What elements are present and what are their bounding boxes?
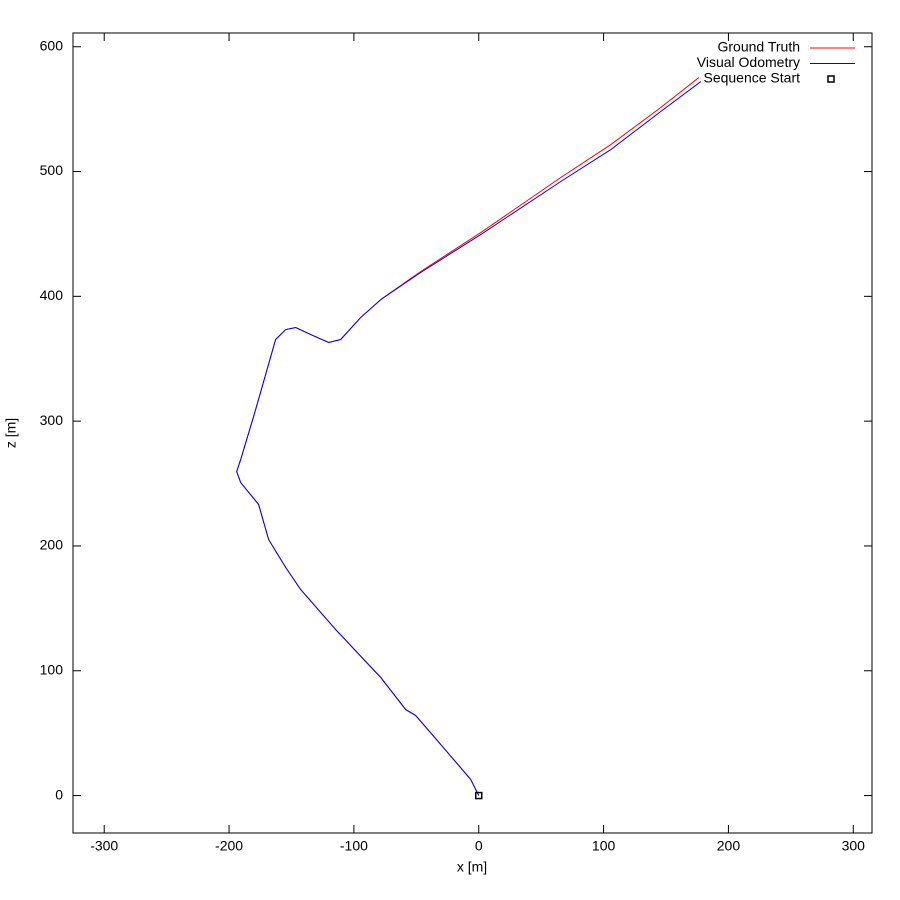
x-tick-label: 0 (475, 838, 483, 854)
x-tick-label: -300 (90, 838, 118, 854)
start-marker (474, 791, 483, 800)
x-tick-label: -100 (340, 838, 368, 854)
y-axis-label: z [m] (3, 418, 19, 448)
legend-swatch (827, 75, 835, 83)
y-tick-label: 0 (55, 786, 63, 802)
x-tick-label: -200 (215, 838, 243, 854)
x-tick-label: 300 (842, 838, 866, 854)
y-tick-label: 500 (40, 162, 64, 178)
plot-frame (72, 32, 873, 834)
y-tick-label: 400 (40, 287, 64, 303)
x-axis-label: x [m] (457, 859, 487, 875)
y-tick-label: 200 (40, 537, 64, 553)
trajectory-line (236, 77, 700, 796)
y-tick-label: 100 (40, 661, 64, 677)
legend-label: Ground Truth (718, 39, 801, 55)
legend-label: Visual Odometry (697, 54, 800, 70)
legend-label: Sequence Start (703, 70, 800, 86)
y-tick-label: 300 (40, 412, 64, 428)
x-tick-label: 100 (592, 838, 616, 854)
y-tick-label: 600 (40, 37, 64, 53)
trajectory-line (236, 81, 702, 796)
x-tick-label: 200 (717, 838, 741, 854)
